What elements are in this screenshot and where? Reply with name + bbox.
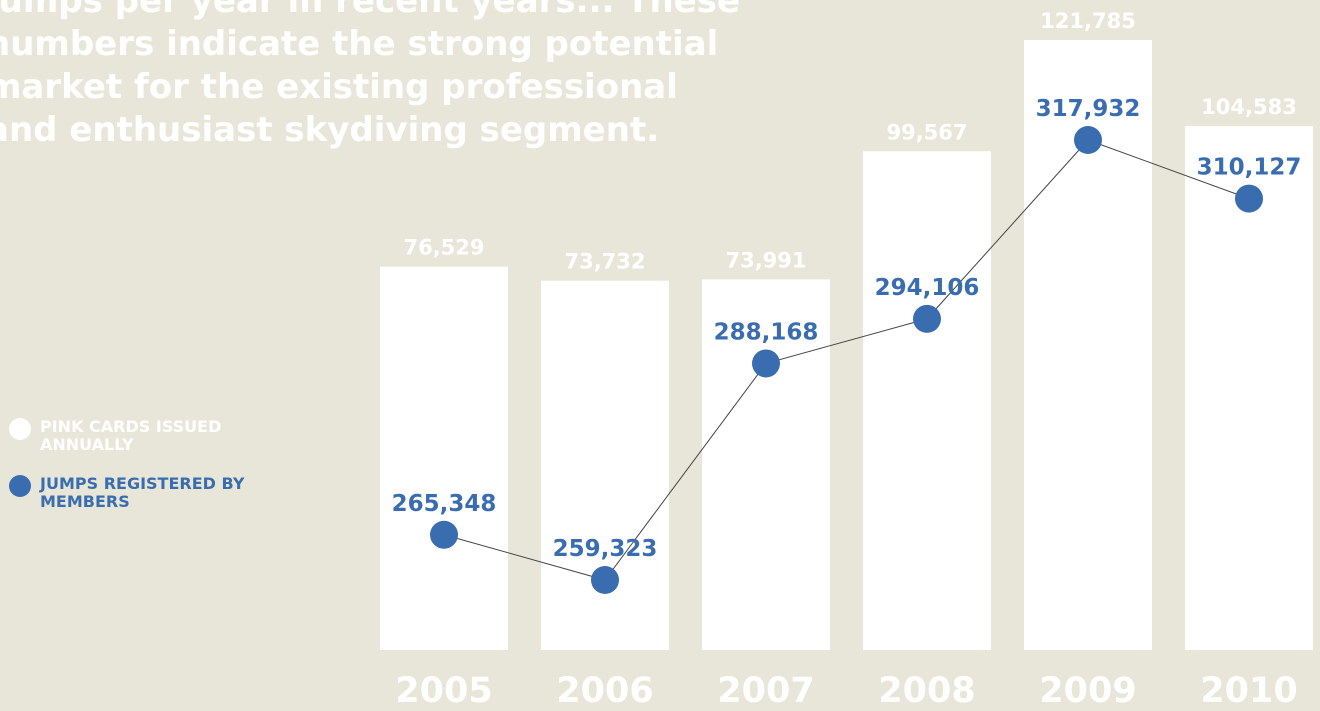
bar-value-label: 76,529 [403, 236, 484, 260]
bar-value-label: 99,567 [886, 120, 967, 144]
line-point [591, 566, 619, 594]
x-tick-label: 2009 [1039, 671, 1136, 711]
legend-swatch [9, 418, 31, 440]
x-tick-label: 2005 [395, 671, 492, 711]
intro-text: Jumps per year in recent years... These [0, 0, 740, 21]
line [443, 139, 1250, 581]
point-value-label: 259,323 [553, 536, 658, 562]
intro-text: numbers indicate the strong potential [0, 24, 718, 64]
line-point [430, 520, 458, 549]
line-point [1074, 126, 1102, 154]
intro-text: and enthusiast skydiving segment. [0, 110, 659, 150]
point-value-label: 294,106 [875, 275, 980, 301]
x-tick-label: 2010 [1200, 671, 1297, 711]
bar-value-label: 73,732 [564, 250, 645, 274]
point-value-label: 265,348 [392, 491, 497, 517]
line-point [1235, 184, 1263, 213]
point-value-label: 288,168 [714, 319, 819, 345]
point-value-label: 310,127 [1197, 155, 1302, 181]
line-point [913, 304, 941, 333]
legend-swatch [9, 475, 31, 497]
bar [541, 280, 669, 650]
intro-text: market for the existing professional [0, 67, 678, 107]
x-tick-label: 2007 [717, 671, 814, 711]
bar [380, 266, 508, 650]
bar [1185, 126, 1313, 650]
point-value-label: 317,932 [1036, 96, 1141, 122]
line-point [752, 349, 780, 378]
bar-value-label: 121,785 [1040, 9, 1136, 33]
x-tick-label: 2006 [556, 671, 653, 711]
legend-label: JUMPS REGISTERED BY MEMBERS [40, 474, 245, 511]
legend-label: PINK CARDS ISSUED ANNUALLY [40, 417, 222, 454]
bar-value-label: 73,991 [725, 248, 806, 272]
bar [702, 279, 830, 650]
bar-value-label: 104,583 [1201, 95, 1297, 119]
x-tick-label: 2008 [878, 671, 975, 711]
bar [863, 151, 991, 650]
